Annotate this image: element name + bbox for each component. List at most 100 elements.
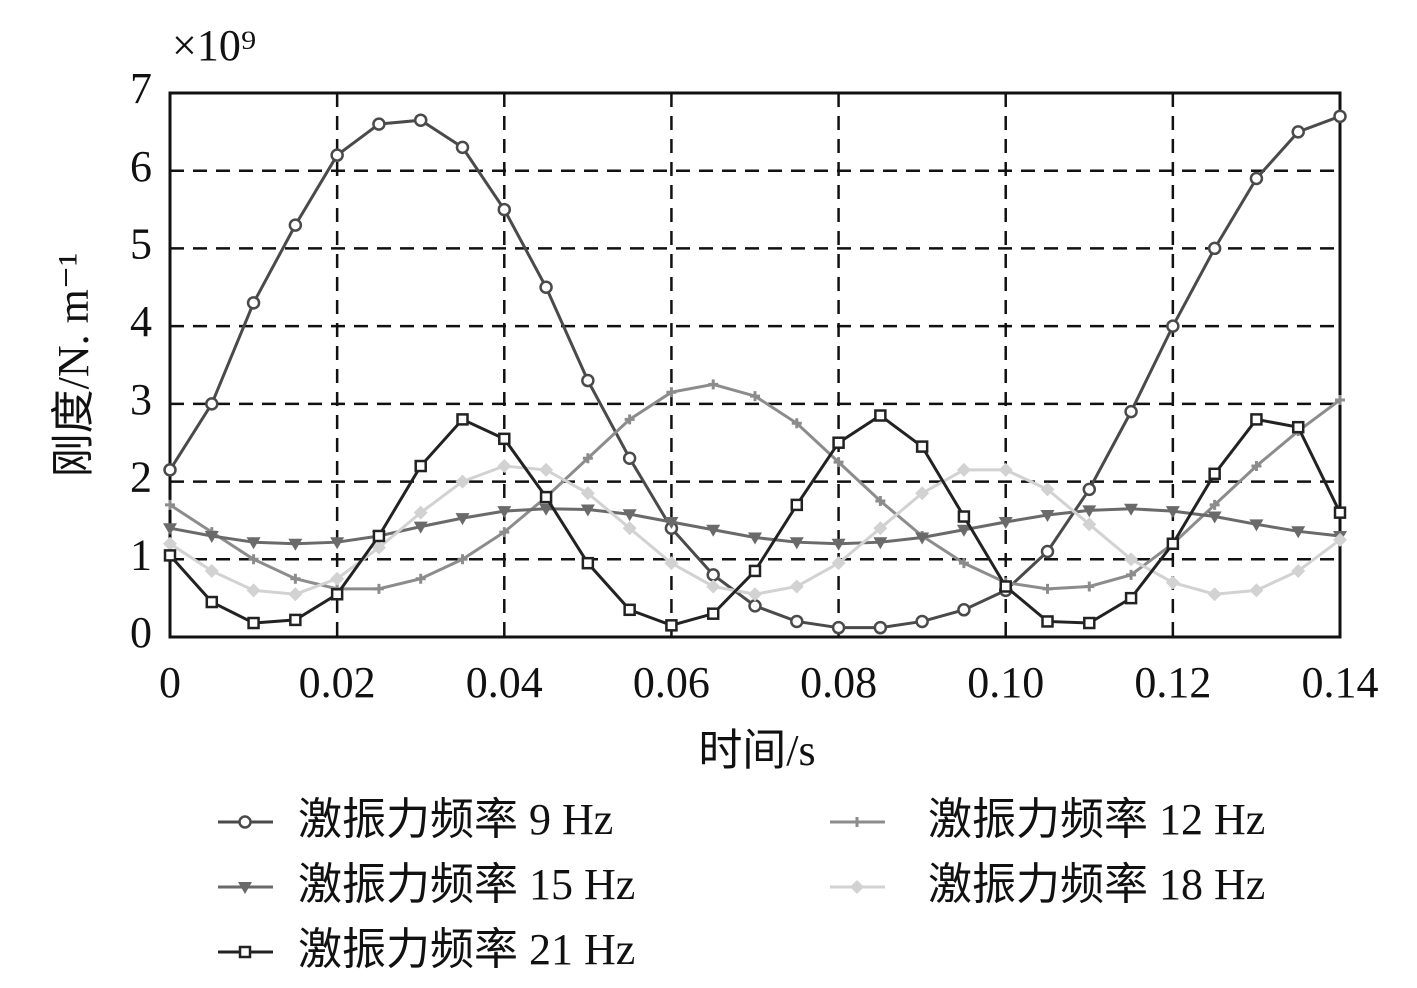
marker — [1040, 509, 1055, 522]
x-tick-label: 0.06 — [633, 658, 710, 707]
marker — [875, 496, 886, 506]
marker — [289, 613, 302, 627]
marker — [163, 463, 177, 477]
marker — [664, 516, 679, 529]
marker — [246, 583, 261, 598]
legend-marker — [850, 880, 864, 894]
marker — [582, 453, 593, 464]
marker — [748, 599, 762, 613]
marker — [956, 462, 971, 477]
y-tick-label: 1 — [130, 530, 152, 579]
marker — [1249, 171, 1264, 186]
marker — [288, 218, 303, 232]
series — [163, 409, 1347, 632]
marker — [873, 537, 888, 550]
marker — [999, 580, 1012, 593]
marker — [957, 510, 971, 523]
marker — [204, 563, 219, 578]
marker — [580, 486, 595, 501]
x-tick-label: 0.08 — [800, 658, 877, 707]
marker — [456, 413, 469, 426]
marker — [622, 521, 637, 536]
y-tick-label: 2 — [130, 453, 152, 502]
marker — [624, 414, 635, 425]
x-tick-label: 0.12 — [1134, 658, 1211, 707]
marker — [1124, 591, 1138, 605]
marker — [539, 462, 554, 477]
marker — [497, 506, 512, 519]
marker — [748, 587, 762, 602]
marker — [1291, 420, 1305, 434]
marker — [750, 391, 760, 402]
marker — [371, 540, 386, 555]
series — [165, 379, 1345, 594]
marker — [831, 620, 846, 635]
marker — [1335, 394, 1345, 405]
marker — [413, 113, 428, 127]
marker — [499, 527, 510, 538]
marker — [1124, 404, 1138, 419]
marker — [958, 558, 969, 569]
marker — [915, 614, 929, 629]
marker — [581, 373, 595, 388]
legend-marker — [238, 945, 252, 959]
marker — [1041, 615, 1054, 628]
marker — [622, 509, 637, 522]
legend-label: 激振力频率 15 Hz — [298, 860, 635, 909]
marker — [163, 549, 177, 562]
marker — [457, 554, 468, 565]
marker — [1040, 544, 1055, 559]
marker — [205, 397, 219, 411]
marker — [1040, 482, 1055, 497]
x-tick-label: 0.14 — [1302, 658, 1379, 707]
marker — [1291, 563, 1306, 578]
marker — [789, 537, 804, 550]
marker — [1124, 552, 1139, 567]
marker — [1166, 319, 1180, 333]
marker — [288, 587, 303, 602]
marker — [1166, 537, 1180, 550]
marker — [372, 117, 386, 131]
marker — [1082, 505, 1097, 518]
marker — [708, 379, 719, 390]
marker — [1082, 517, 1097, 532]
legend-marker — [852, 817, 862, 827]
marker — [957, 603, 971, 617]
marker — [539, 503, 554, 516]
marker — [706, 524, 721, 537]
marker — [748, 532, 762, 545]
marker — [873, 521, 888, 536]
marker — [330, 571, 345, 586]
marker — [539, 490, 553, 504]
marker — [414, 459, 427, 473]
marker — [1165, 506, 1180, 519]
marker — [1333, 109, 1347, 124]
marker — [330, 148, 344, 162]
marker — [205, 595, 219, 609]
marker — [1250, 413, 1263, 426]
marker — [748, 564, 762, 578]
marker — [372, 529, 386, 543]
marker — [163, 536, 177, 551]
marker — [831, 538, 846, 551]
legend-marker — [238, 815, 252, 829]
marker — [247, 616, 260, 630]
marker — [1291, 526, 1306, 539]
marker — [706, 579, 721, 594]
marker — [246, 296, 261, 310]
marker — [539, 280, 553, 295]
marker — [915, 532, 930, 545]
marker — [790, 614, 804, 629]
marker — [1083, 616, 1096, 630]
marker — [874, 409, 887, 422]
plot-frame — [168, 91, 1342, 639]
marker — [580, 504, 595, 517]
legend-label: 激振力频率 18 Hz — [928, 860, 1265, 909]
y-tick-label: 6 — [130, 142, 152, 191]
marker — [455, 513, 470, 526]
marker — [455, 474, 470, 489]
marker — [915, 486, 930, 501]
marker — [791, 418, 802, 429]
marker — [706, 607, 720, 620]
